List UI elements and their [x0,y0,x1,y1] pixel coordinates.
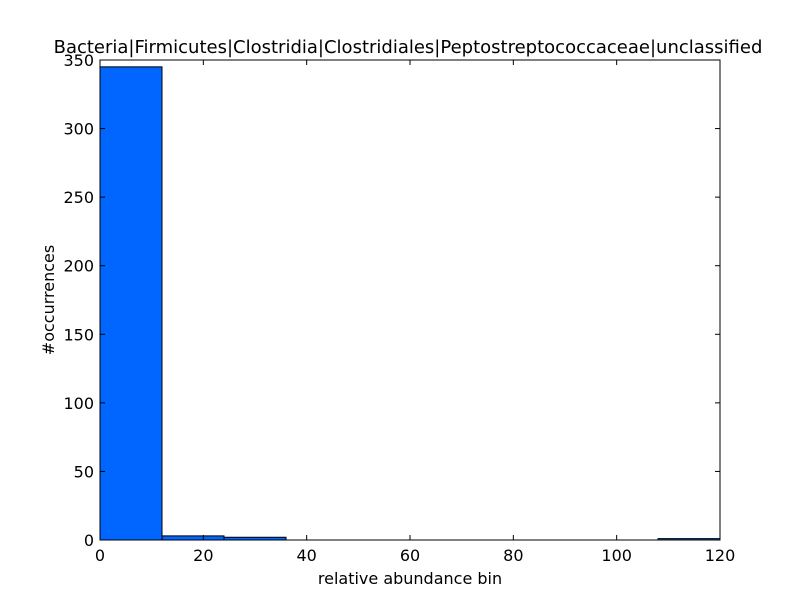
x-tick-label: 20 [193,546,213,565]
histogram-bar-0 [99,66,163,541]
x-tick-label: 60 [400,546,420,565]
y-tick-label: 0 [84,531,94,550]
plot-frame [99,59,721,541]
y-tick-label: 200 [63,257,94,276]
y-tick-label: 350 [63,51,94,70]
x-tick-label: 80 [503,546,523,565]
x-tick-label: 40 [296,546,316,565]
ticks-group: 0 20 40 60 80 100 120 0 50 100 150 200 250 300 350 [63,51,735,565]
x-axis-label: relative abundance bin [318,569,502,588]
y-axis-label: #occurrences [39,245,58,355]
y-tick-label: 100 [63,394,94,413]
chart-title: Bacteria|Firmicutes|Clostridia|Clostridi… [54,37,763,58]
y-tick-label: 50 [74,462,94,481]
bars-group [99,66,721,541]
x-tick-label: 0 [95,546,105,565]
y-tick-label: 250 [63,188,94,207]
x-tick-label: 100 [601,546,632,565]
y-tick-label: 150 [63,325,94,344]
histogram-bar-1 [161,535,225,541]
x-tick-label: 120 [705,546,736,565]
y-tick-label: 300 [63,120,94,139]
